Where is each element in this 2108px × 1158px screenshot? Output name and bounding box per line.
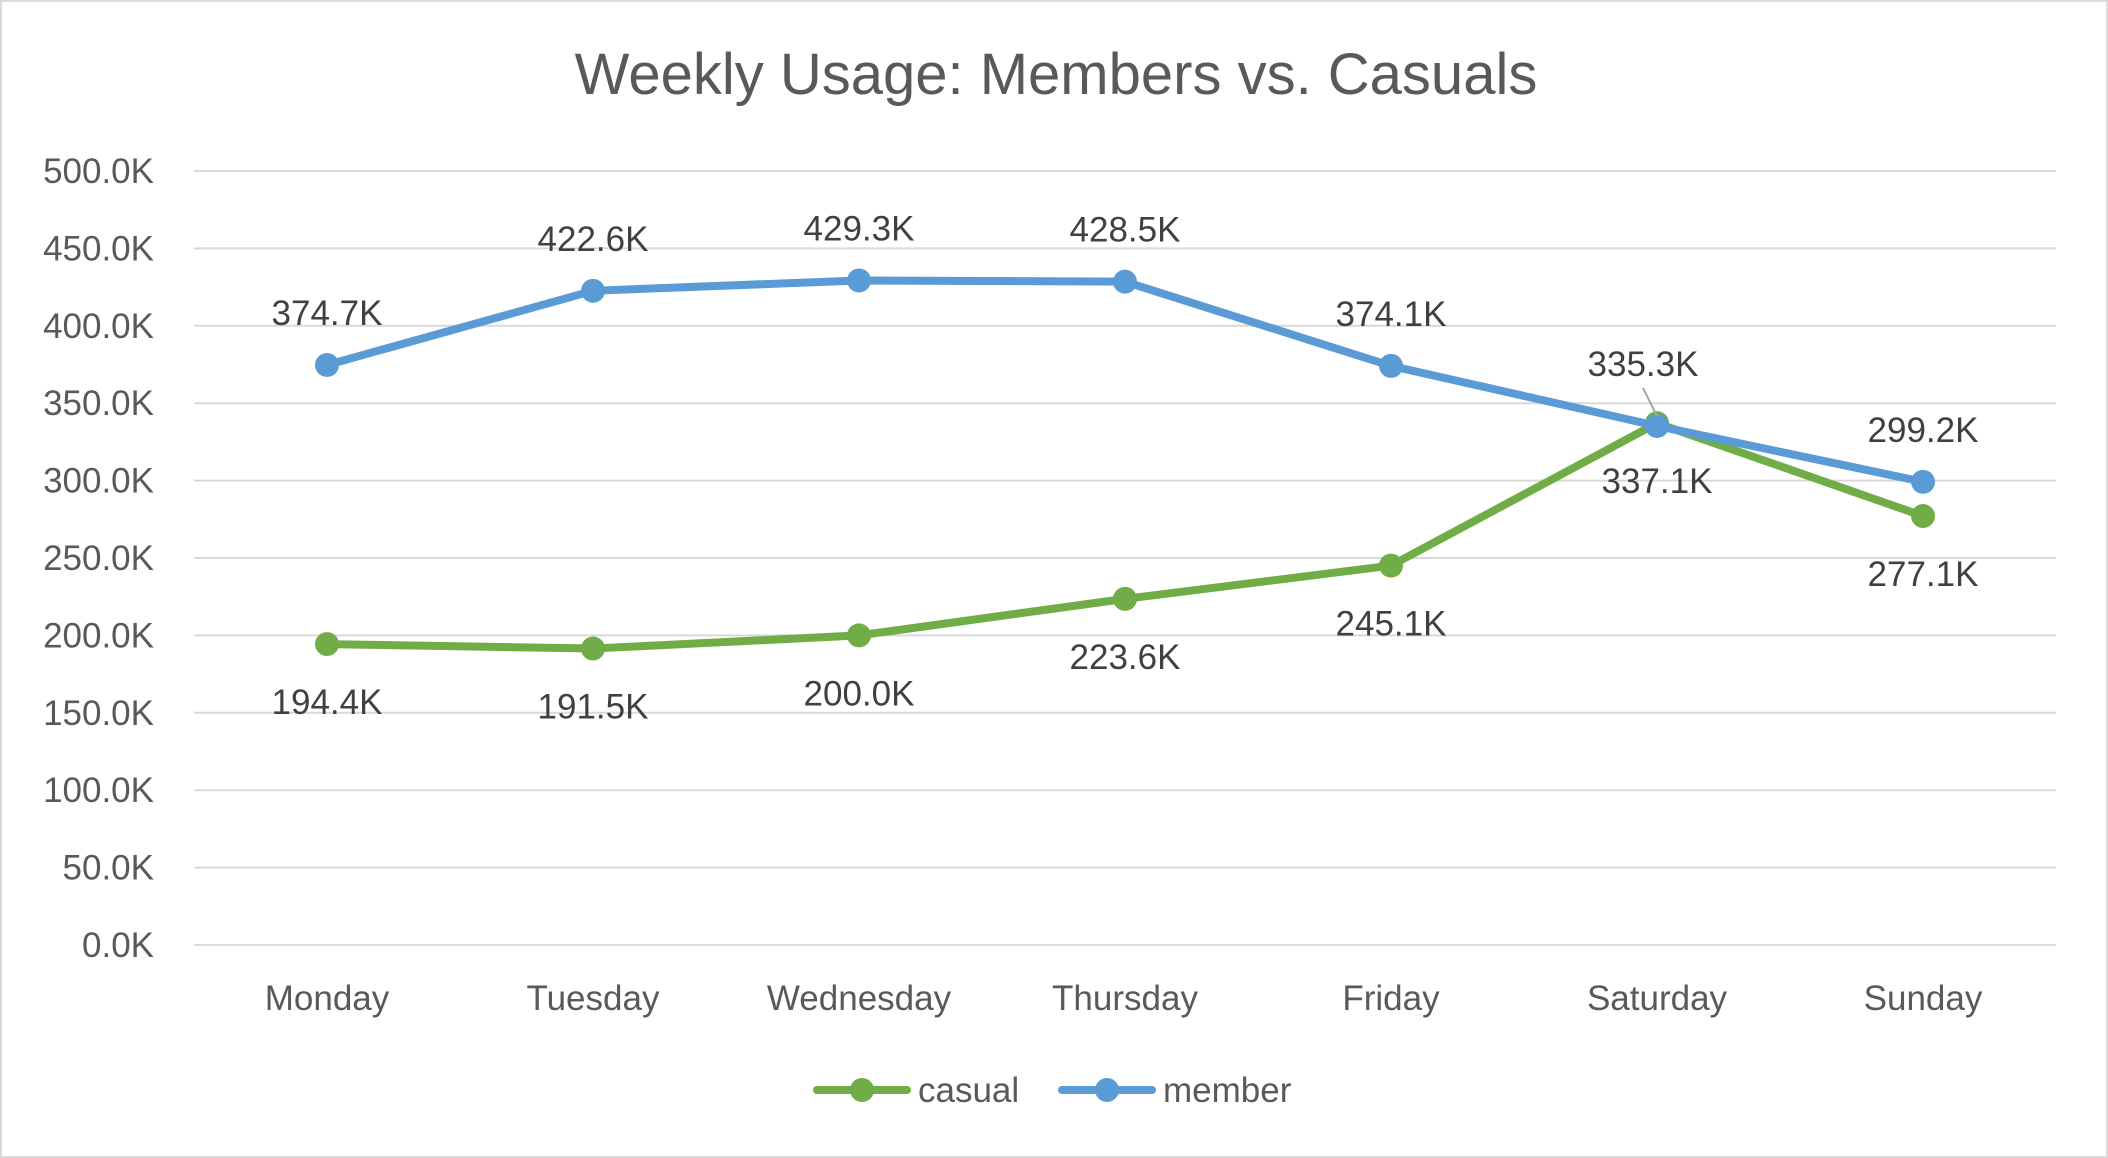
data-label-member: 428.5K xyxy=(1070,211,1181,250)
y-tick-label: 200.0K xyxy=(43,616,154,655)
y-tick-label: 0.0K xyxy=(82,926,154,965)
data-label-member: 422.6K xyxy=(538,220,649,259)
x-tick-label: Friday xyxy=(1342,979,1440,1018)
y-tick-label: 450.0K xyxy=(43,229,154,268)
data-point-member xyxy=(1645,413,1669,438)
legend-label-casual: casual xyxy=(918,1071,1019,1110)
legend-label-member: member xyxy=(1163,1071,1292,1110)
data-label-member: 429.3K xyxy=(804,209,915,248)
data-point-casual xyxy=(1113,586,1137,611)
data-point-member xyxy=(847,268,871,293)
data-labels: 374.7K 422.6K 429.3K 428.5K 374.1K 335.3K 299.… xyxy=(272,209,1979,726)
data-label-casual: 223.6K xyxy=(1070,638,1181,677)
data-label-casual: 337.1K xyxy=(1602,462,1713,501)
data-label-member: 299.2K xyxy=(1868,411,1979,450)
data-point-member xyxy=(1113,269,1137,294)
y-tick-label: 350.0K xyxy=(43,384,154,423)
data-point-casual xyxy=(847,623,871,648)
y-axis: 0.0K 50.0K 100.0K 150.0K 200.0K 250.0K 300.0K 3… xyxy=(43,152,154,965)
x-tick-label: Sunday xyxy=(1864,979,1983,1018)
x-tick-label: Saturday xyxy=(1587,979,1728,1018)
y-tick-label: 500.0K xyxy=(43,152,154,191)
y-tick-label: 150.0K xyxy=(43,694,154,733)
data-point-member xyxy=(315,352,339,377)
x-tick-label: Tuesday xyxy=(527,979,660,1018)
data-point-member xyxy=(581,278,605,303)
x-tick-label: Monday xyxy=(265,979,390,1018)
y-tick-label: 50.0K xyxy=(63,849,154,888)
series-line-casual xyxy=(323,419,1927,653)
data-point-casual xyxy=(315,632,339,657)
legend-marker-member xyxy=(1095,1078,1119,1102)
data-label-member: 374.7K xyxy=(272,294,383,333)
data-label-casual: 191.5K xyxy=(538,688,649,727)
chart-title: Weekly Usage: Members vs. Casuals xyxy=(575,42,1538,107)
data-point-member xyxy=(1379,353,1403,378)
x-tick-label: Thursday xyxy=(1052,979,1198,1018)
data-label-casual: 277.1K xyxy=(1868,555,1979,594)
data-label-casual: 194.4K xyxy=(272,683,383,722)
data-point-casual xyxy=(1911,504,1935,529)
legend-marker-casual xyxy=(850,1078,874,1102)
y-tick-label: 250.0K xyxy=(43,539,154,578)
data-label-casual: 200.0K xyxy=(804,674,915,713)
data-label-member: 374.1K xyxy=(1336,295,1447,334)
data-point-member xyxy=(1911,469,1935,494)
y-tick-label: 300.0K xyxy=(43,462,154,501)
x-axis: Monday Tuesday Wednesday Thursday Friday Satu… xyxy=(265,979,1983,1018)
data-point-casual xyxy=(1379,553,1403,578)
data-label-casual: 245.1K xyxy=(1336,605,1447,644)
x-tick-label: Wednesday xyxy=(767,979,952,1018)
gridlines xyxy=(194,170,2056,946)
data-point-casual xyxy=(581,636,605,661)
data-label-member: 335.3K xyxy=(1588,345,1699,384)
series-layer xyxy=(315,268,1935,661)
y-tick-label: 100.0K xyxy=(43,771,154,810)
leader-line xyxy=(1642,387,1658,417)
y-tick-label: 400.0K xyxy=(43,307,154,346)
legend: casual member xyxy=(813,1071,1292,1110)
